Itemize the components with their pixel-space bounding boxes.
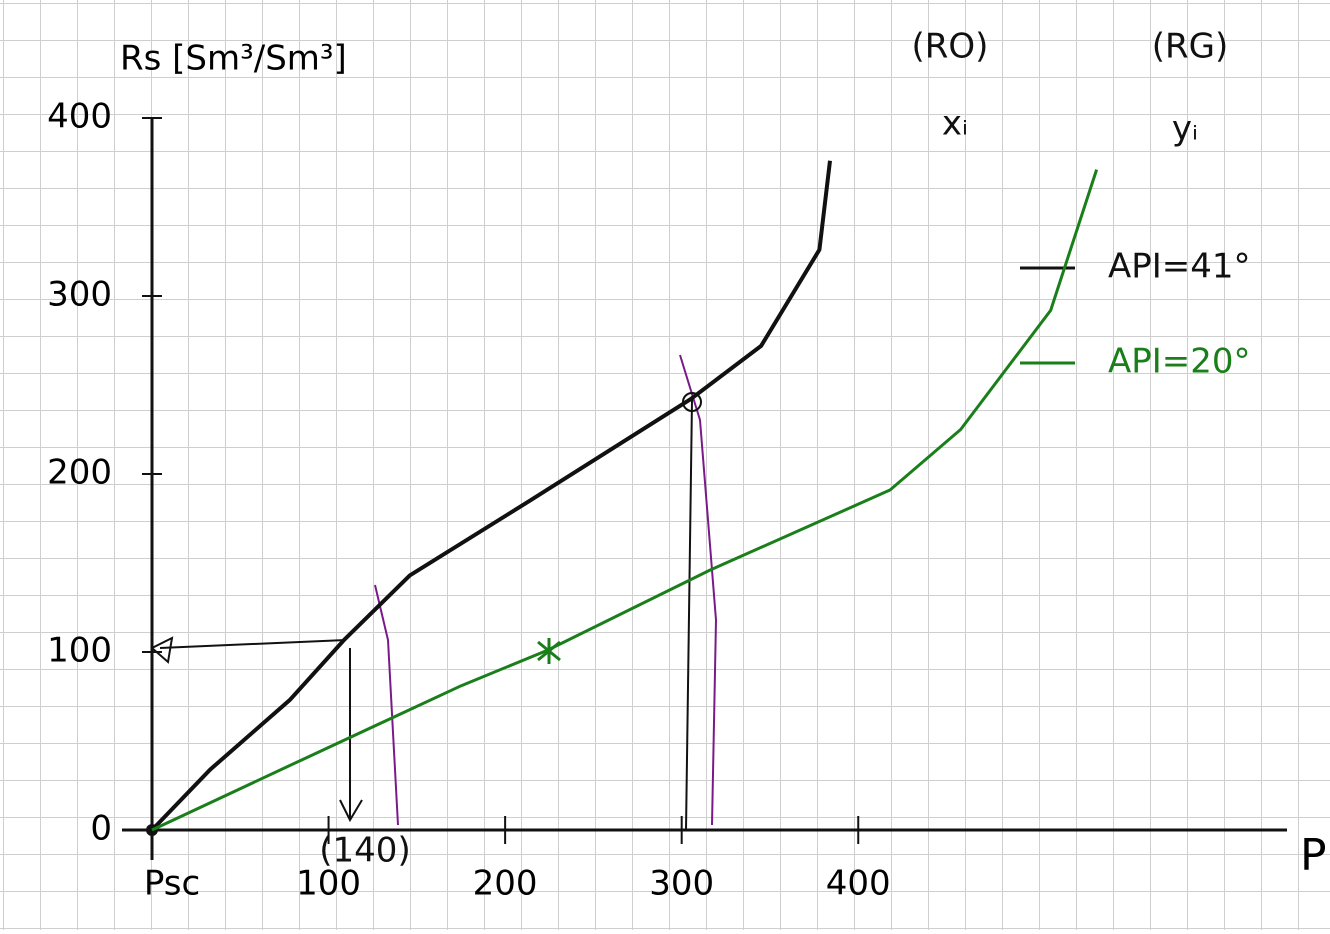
y-axis-label: Rs [Sm³/Sm³] (120, 39, 347, 79)
x-tick-label: 300 (649, 864, 714, 904)
legend-label: API=41° (1108, 247, 1251, 287)
y-tick-label: 0 (90, 809, 112, 849)
y-tick-label: 400 (47, 97, 112, 137)
legend-label: API=20° (1108, 342, 1251, 382)
y-tick-label: 300 (47, 275, 112, 315)
page: Rs [Sm³/Sm³] P 0100200300400Psc100200300… (0, 0, 1330, 930)
annotation: (RG) (1152, 27, 1229, 67)
annotation: yᵢ (1172, 109, 1198, 149)
x-tick-label: 400 (826, 864, 891, 904)
annotation: (140) (319, 831, 410, 871)
x-tick-label: 200 (473, 864, 538, 904)
grid-paper (0, 0, 1330, 930)
chart: Rs [Sm³/Sm³] P 0100200300400Psc100200300… (0, 0, 1330, 930)
y-tick-label: 100 (47, 631, 112, 671)
y-tick-label: 200 (47, 453, 112, 493)
annotation: (RO) (912, 27, 989, 67)
x-axis-label: P (1300, 830, 1327, 881)
annotation: xᵢ (942, 104, 968, 144)
x-tick-label: Psc (144, 864, 200, 904)
